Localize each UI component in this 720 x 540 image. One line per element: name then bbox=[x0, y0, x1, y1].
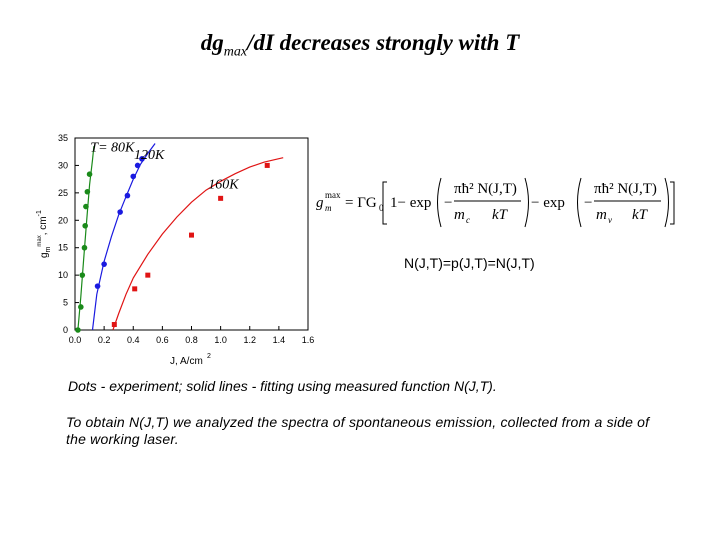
formula-den-mv: m bbox=[596, 207, 607, 223]
formula-den-mc: m bbox=[454, 207, 465, 223]
data-point-0 bbox=[83, 203, 89, 210]
n-relation: N(J,T)=p(J,T)=N(J,T) bbox=[404, 255, 535, 271]
data-point-2 bbox=[218, 195, 224, 201]
data-point-2 bbox=[189, 232, 194, 238]
x-tick-label: 0.0 bbox=[69, 335, 82, 345]
x-tick-label: 0.8 bbox=[185, 335, 198, 345]
x-tick-label: 1.6 bbox=[302, 335, 315, 345]
formula-g-sub: 0 bbox=[379, 203, 384, 213]
x-tick-label: 1.0 bbox=[214, 335, 227, 345]
svg-text:c: c bbox=[466, 215, 470, 225]
data-point-1 bbox=[124, 192, 131, 199]
y-tick-label: 10 bbox=[58, 270, 68, 280]
data-point-0 bbox=[82, 222, 88, 229]
y-tick-label: 25 bbox=[58, 188, 68, 198]
formula-lhs: g bbox=[316, 195, 324, 211]
data-point-2 bbox=[132, 286, 138, 292]
series-annotation-2: 160K bbox=[208, 177, 239, 192]
data-point-1 bbox=[117, 209, 123, 215]
data-point-0 bbox=[75, 327, 81, 333]
data-point-2 bbox=[111, 322, 117, 328]
y-tick-label: 30 bbox=[58, 160, 68, 170]
svg-text:−: − bbox=[584, 195, 592, 211]
y-tick-label: 20 bbox=[58, 215, 68, 225]
slide-title: dgmax/dI decreases strongly with T bbox=[200, 30, 520, 60]
y-tick-label: 5 bbox=[63, 298, 68, 308]
series-annotation-0: T= 80K bbox=[90, 141, 135, 156]
formula-lhs-sub: m bbox=[325, 203, 332, 213]
formula-lhs-sup: max bbox=[325, 190, 341, 200]
data-point-1 bbox=[94, 283, 101, 289]
data-point-1 bbox=[130, 173, 137, 180]
caption-method: To obtain N(J,T) we analyzed the spectra… bbox=[66, 414, 650, 447]
formula-one-minus: 1− exp bbox=[390, 195, 431, 211]
x-tick-label: 0.4 bbox=[127, 335, 140, 345]
series-annotation-1: 120K bbox=[134, 148, 165, 163]
data-point-2 bbox=[264, 162, 270, 168]
fit-line-0 bbox=[77, 146, 95, 331]
y-axis-label: gmmax, cm-1 bbox=[36, 210, 52, 258]
data-point-0 bbox=[81, 244, 88, 251]
x-axis-label: J, A/cm bbox=[170, 356, 203, 367]
x-tick-label: 0.2 bbox=[98, 335, 111, 345]
formula-kt-1: kT bbox=[492, 207, 509, 223]
formula-eq: = ΓG bbox=[345, 195, 377, 211]
data-point-0 bbox=[78, 304, 84, 310]
data-point-1 bbox=[101, 261, 107, 267]
data-point-1 bbox=[139, 156, 145, 162]
x-axis-label-sup: 2 bbox=[207, 353, 211, 360]
data-point-2 bbox=[145, 272, 151, 278]
svg-text:−: − bbox=[444, 195, 452, 211]
fit-line-1 bbox=[91, 143, 156, 331]
formula-kt-2: kT bbox=[632, 207, 649, 223]
y-tick-label: 0 bbox=[63, 325, 68, 335]
formula-minus-exp: − exp bbox=[531, 195, 565, 211]
y-tick-label: 35 bbox=[58, 133, 68, 143]
data-point-1 bbox=[134, 162, 141, 169]
data-point-0 bbox=[84, 188, 91, 195]
data-point-0 bbox=[86, 171, 93, 178]
caption-fit: Dots - experiment; solid lines - fitting… bbox=[68, 378, 497, 394]
data-point-0 bbox=[79, 272, 86, 278]
x-tick-label: 1.2 bbox=[243, 335, 256, 345]
formula-num-1: πħ² N(J,T) bbox=[454, 181, 517, 197]
x-tick-label: 0.6 bbox=[156, 335, 169, 345]
formula-num-2: πħ² N(J,T) bbox=[594, 181, 657, 197]
svg-text:v: v bbox=[608, 215, 612, 225]
x-tick-label: 1.4 bbox=[273, 335, 286, 345]
y-tick-label: 15 bbox=[58, 243, 68, 253]
fit-line-2 bbox=[112, 157, 284, 331]
gain-formula: g max m = ΓG 0 1− exp − πħ² N(J,T) m c k… bbox=[316, 172, 676, 232]
